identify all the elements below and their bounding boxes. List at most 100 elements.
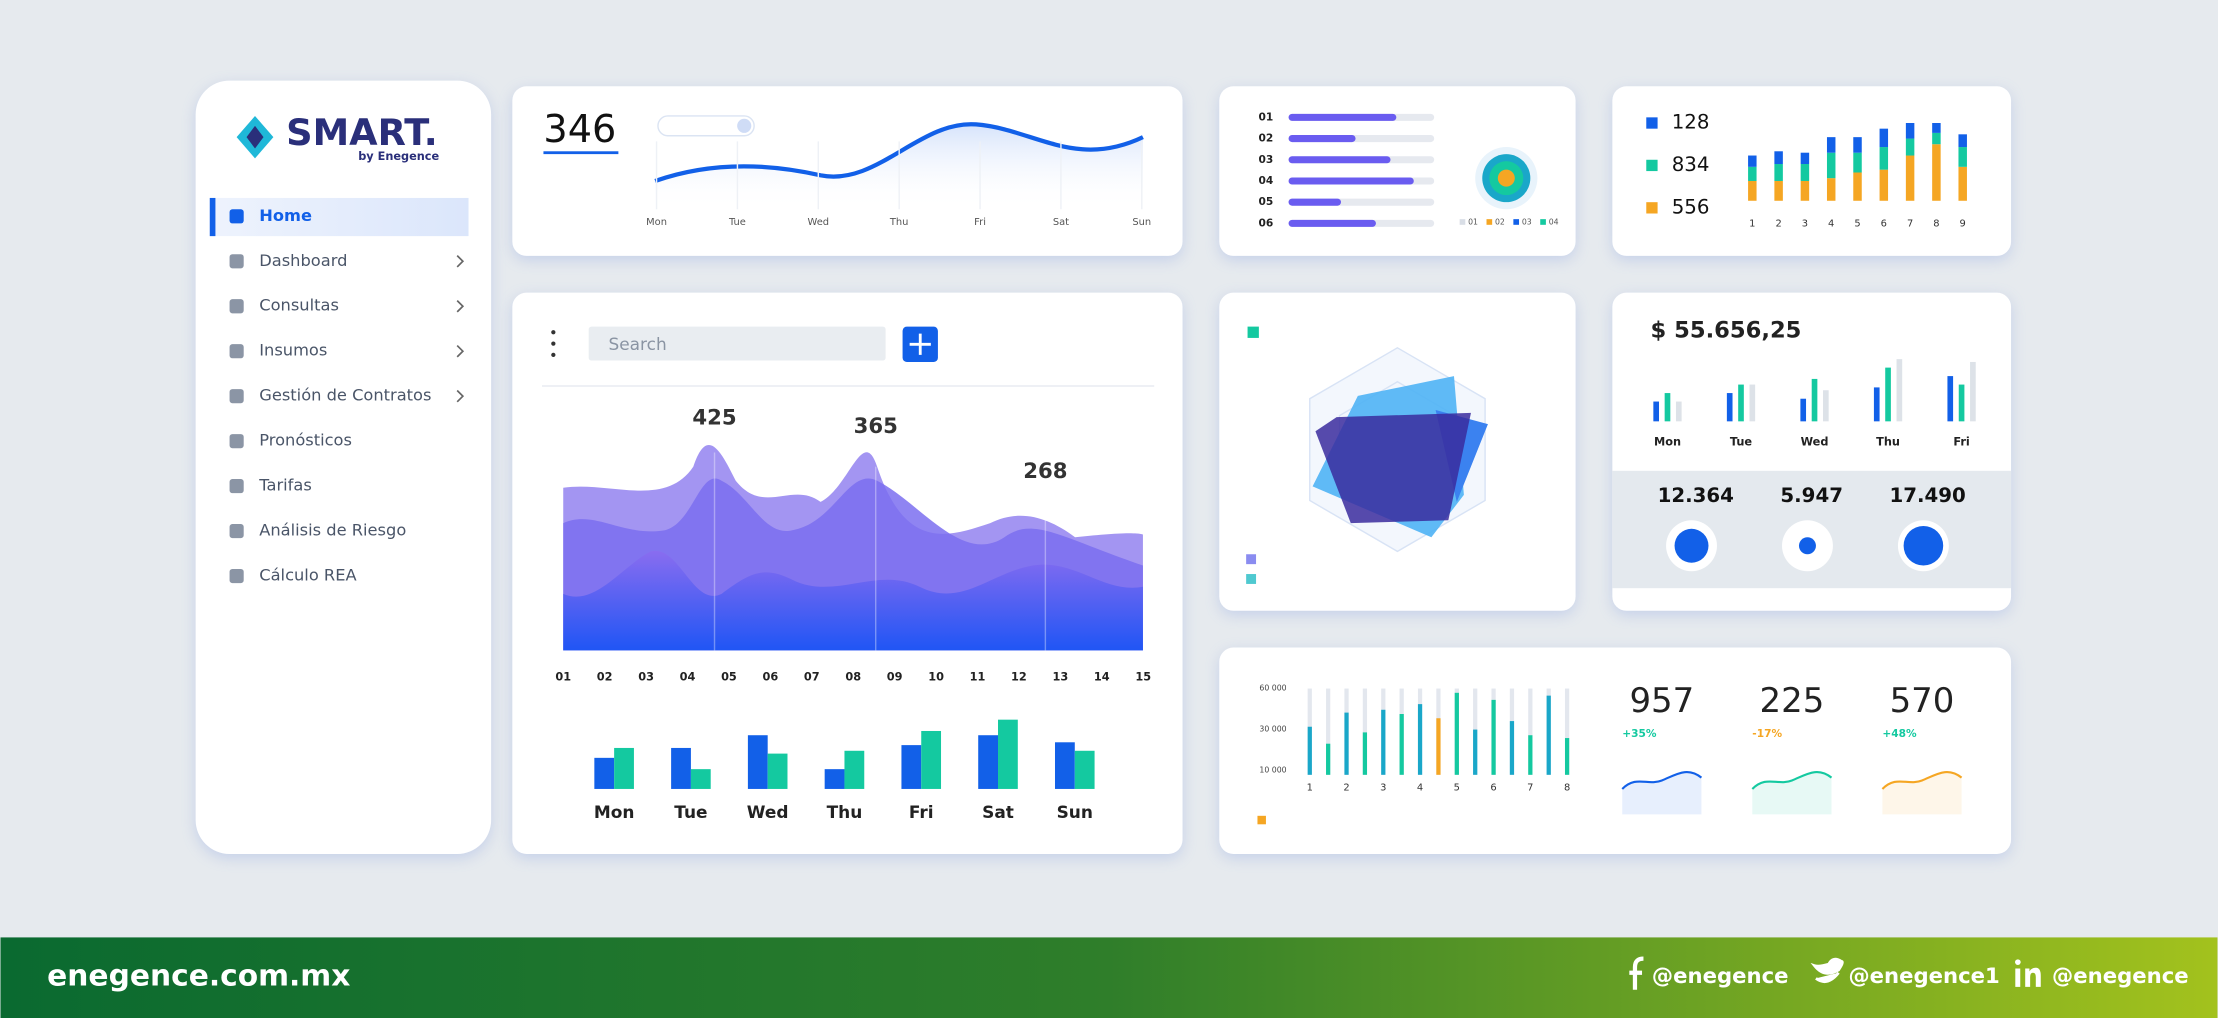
progress-label: 03	[1259, 154, 1274, 166]
x-tick-label: Thu	[827, 802, 863, 822]
stacked-segment	[1826, 152, 1836, 179]
stacked-segment	[1774, 164, 1783, 181]
bar	[1958, 384, 1965, 422]
progress-label: 01	[1259, 111, 1274, 123]
tagline: by Enegence	[358, 150, 439, 163]
stacked-segment	[1853, 137, 1862, 153]
bar-track	[1528, 688, 1533, 775]
stacked-segment	[1879, 128, 1889, 148]
x-tick-label: 9	[1960, 218, 1966, 229]
nav-hit[interactable]	[213, 333, 468, 370]
nav-label: Home	[259, 206, 312, 225]
day-label: Thu	[889, 217, 909, 228]
x-tick-label: Mon	[594, 802, 635, 822]
progress-label: 04	[1259, 175, 1274, 187]
nav-hit[interactable]	[213, 468, 468, 505]
x-tick-label: 06	[763, 670, 779, 683]
x-tick-label: Tue	[1730, 436, 1753, 449]
bar	[1054, 742, 1075, 789]
chevron	[456, 299, 465, 313]
progress-bar	[1288, 177, 1414, 185]
stat-dot	[1798, 537, 1816, 555]
bottom-marker	[1257, 815, 1266, 825]
chevron	[456, 344, 465, 358]
x-tick-label: 12	[1011, 670, 1027, 683]
stacked-segment	[1905, 138, 1915, 156]
bar	[1546, 695, 1551, 775]
toggle-knob	[737, 118, 752, 133]
legend-label: 04	[1549, 218, 1559, 227]
facebook-icon[interactable]	[1629, 956, 1644, 990]
x-tick-label: 03	[638, 670, 654, 683]
x-tick-label: Fri	[909, 802, 934, 822]
bar	[767, 753, 788, 789]
stat-value: 12.364	[1658, 484, 1734, 507]
x-tick-label: 5	[1854, 218, 1860, 229]
stat-dot	[1674, 528, 1709, 563]
kpi-change: -17%	[1752, 728, 1782, 740]
bar	[1664, 393, 1671, 422]
progress-bar	[1288, 135, 1356, 143]
toggle[interactable]	[657, 115, 755, 137]
radar-marker	[1247, 326, 1259, 338]
bar	[978, 735, 999, 789]
x-tick-label: Sun	[1057, 802, 1093, 822]
chevron	[456, 255, 465, 268]
stacked-segment	[1748, 180, 1757, 201]
kebab-menu[interactable]	[551, 330, 556, 358]
twitter-icon[interactable]	[1810, 957, 1844, 983]
bar	[1823, 390, 1829, 422]
bar-track	[1326, 688, 1331, 775]
x-tick-label: 5	[1454, 783, 1460, 794]
kpi-value: 225	[1760, 682, 1825, 721]
legend-swatch	[1486, 219, 1493, 225]
nav-hit[interactable]	[213, 288, 468, 325]
sparkline	[1621, 771, 1703, 790]
x-tick-label: 14	[1094, 670, 1110, 683]
peak-label: 425	[692, 405, 736, 430]
day-label: Sun	[1132, 217, 1151, 228]
bar	[1873, 387, 1880, 422]
bar	[671, 747, 691, 789]
kpi-value: 570	[1890, 682, 1955, 721]
legend-label: 02	[1495, 218, 1505, 227]
legend-value: 556	[1672, 195, 1710, 218]
nav-label: Dashboard	[259, 251, 347, 270]
bar	[1307, 726, 1312, 775]
bar	[1811, 378, 1818, 422]
x-tick-label: 02	[597, 670, 613, 683]
progress-bar	[1288, 219, 1376, 227]
search-box[interactable]	[588, 326, 886, 361]
x-tick-label: 11	[970, 670, 986, 683]
bar	[1491, 699, 1496, 775]
legend-value: 834	[1672, 153, 1710, 176]
nav-label: Tarifas	[258, 476, 312, 495]
sidebar	[195, 80, 492, 854]
bar	[1326, 743, 1331, 775]
brand: SMART.	[286, 111, 438, 154]
nav-label: Insumos	[259, 341, 327, 360]
x-tick-label: 10	[928, 670, 944, 683]
x-tick-label: 1	[1307, 783, 1313, 794]
progress-label: 05	[1259, 196, 1274, 208]
stat-value: 17.490	[1889, 484, 1965, 507]
x-tick-label: 1	[1749, 218, 1755, 229]
area-front	[563, 550, 1143, 651]
stacked-segment	[1748, 155, 1757, 167]
x-tick-label: 2	[1343, 783, 1349, 794]
stacked-segment	[1879, 169, 1889, 201]
bar	[1675, 401, 1682, 422]
x-tick-label: 8	[1933, 218, 1939, 229]
bar	[747, 735, 768, 789]
linkedin-icon[interactable]	[2015, 959, 2041, 987]
x-tick-label: 04	[680, 670, 696, 683]
nav-icon	[229, 523, 244, 539]
progress-bar	[1288, 156, 1391, 164]
x-tick-label: 4	[1417, 783, 1423, 794]
nav-icon	[229, 299, 244, 314]
nav-hit[interactable]	[213, 198, 468, 235]
y-tick-label: 30 000	[1259, 725, 1286, 734]
stacked-segment	[1800, 152, 1810, 165]
stacked-segment	[1879, 147, 1889, 170]
bar	[824, 769, 845, 789]
